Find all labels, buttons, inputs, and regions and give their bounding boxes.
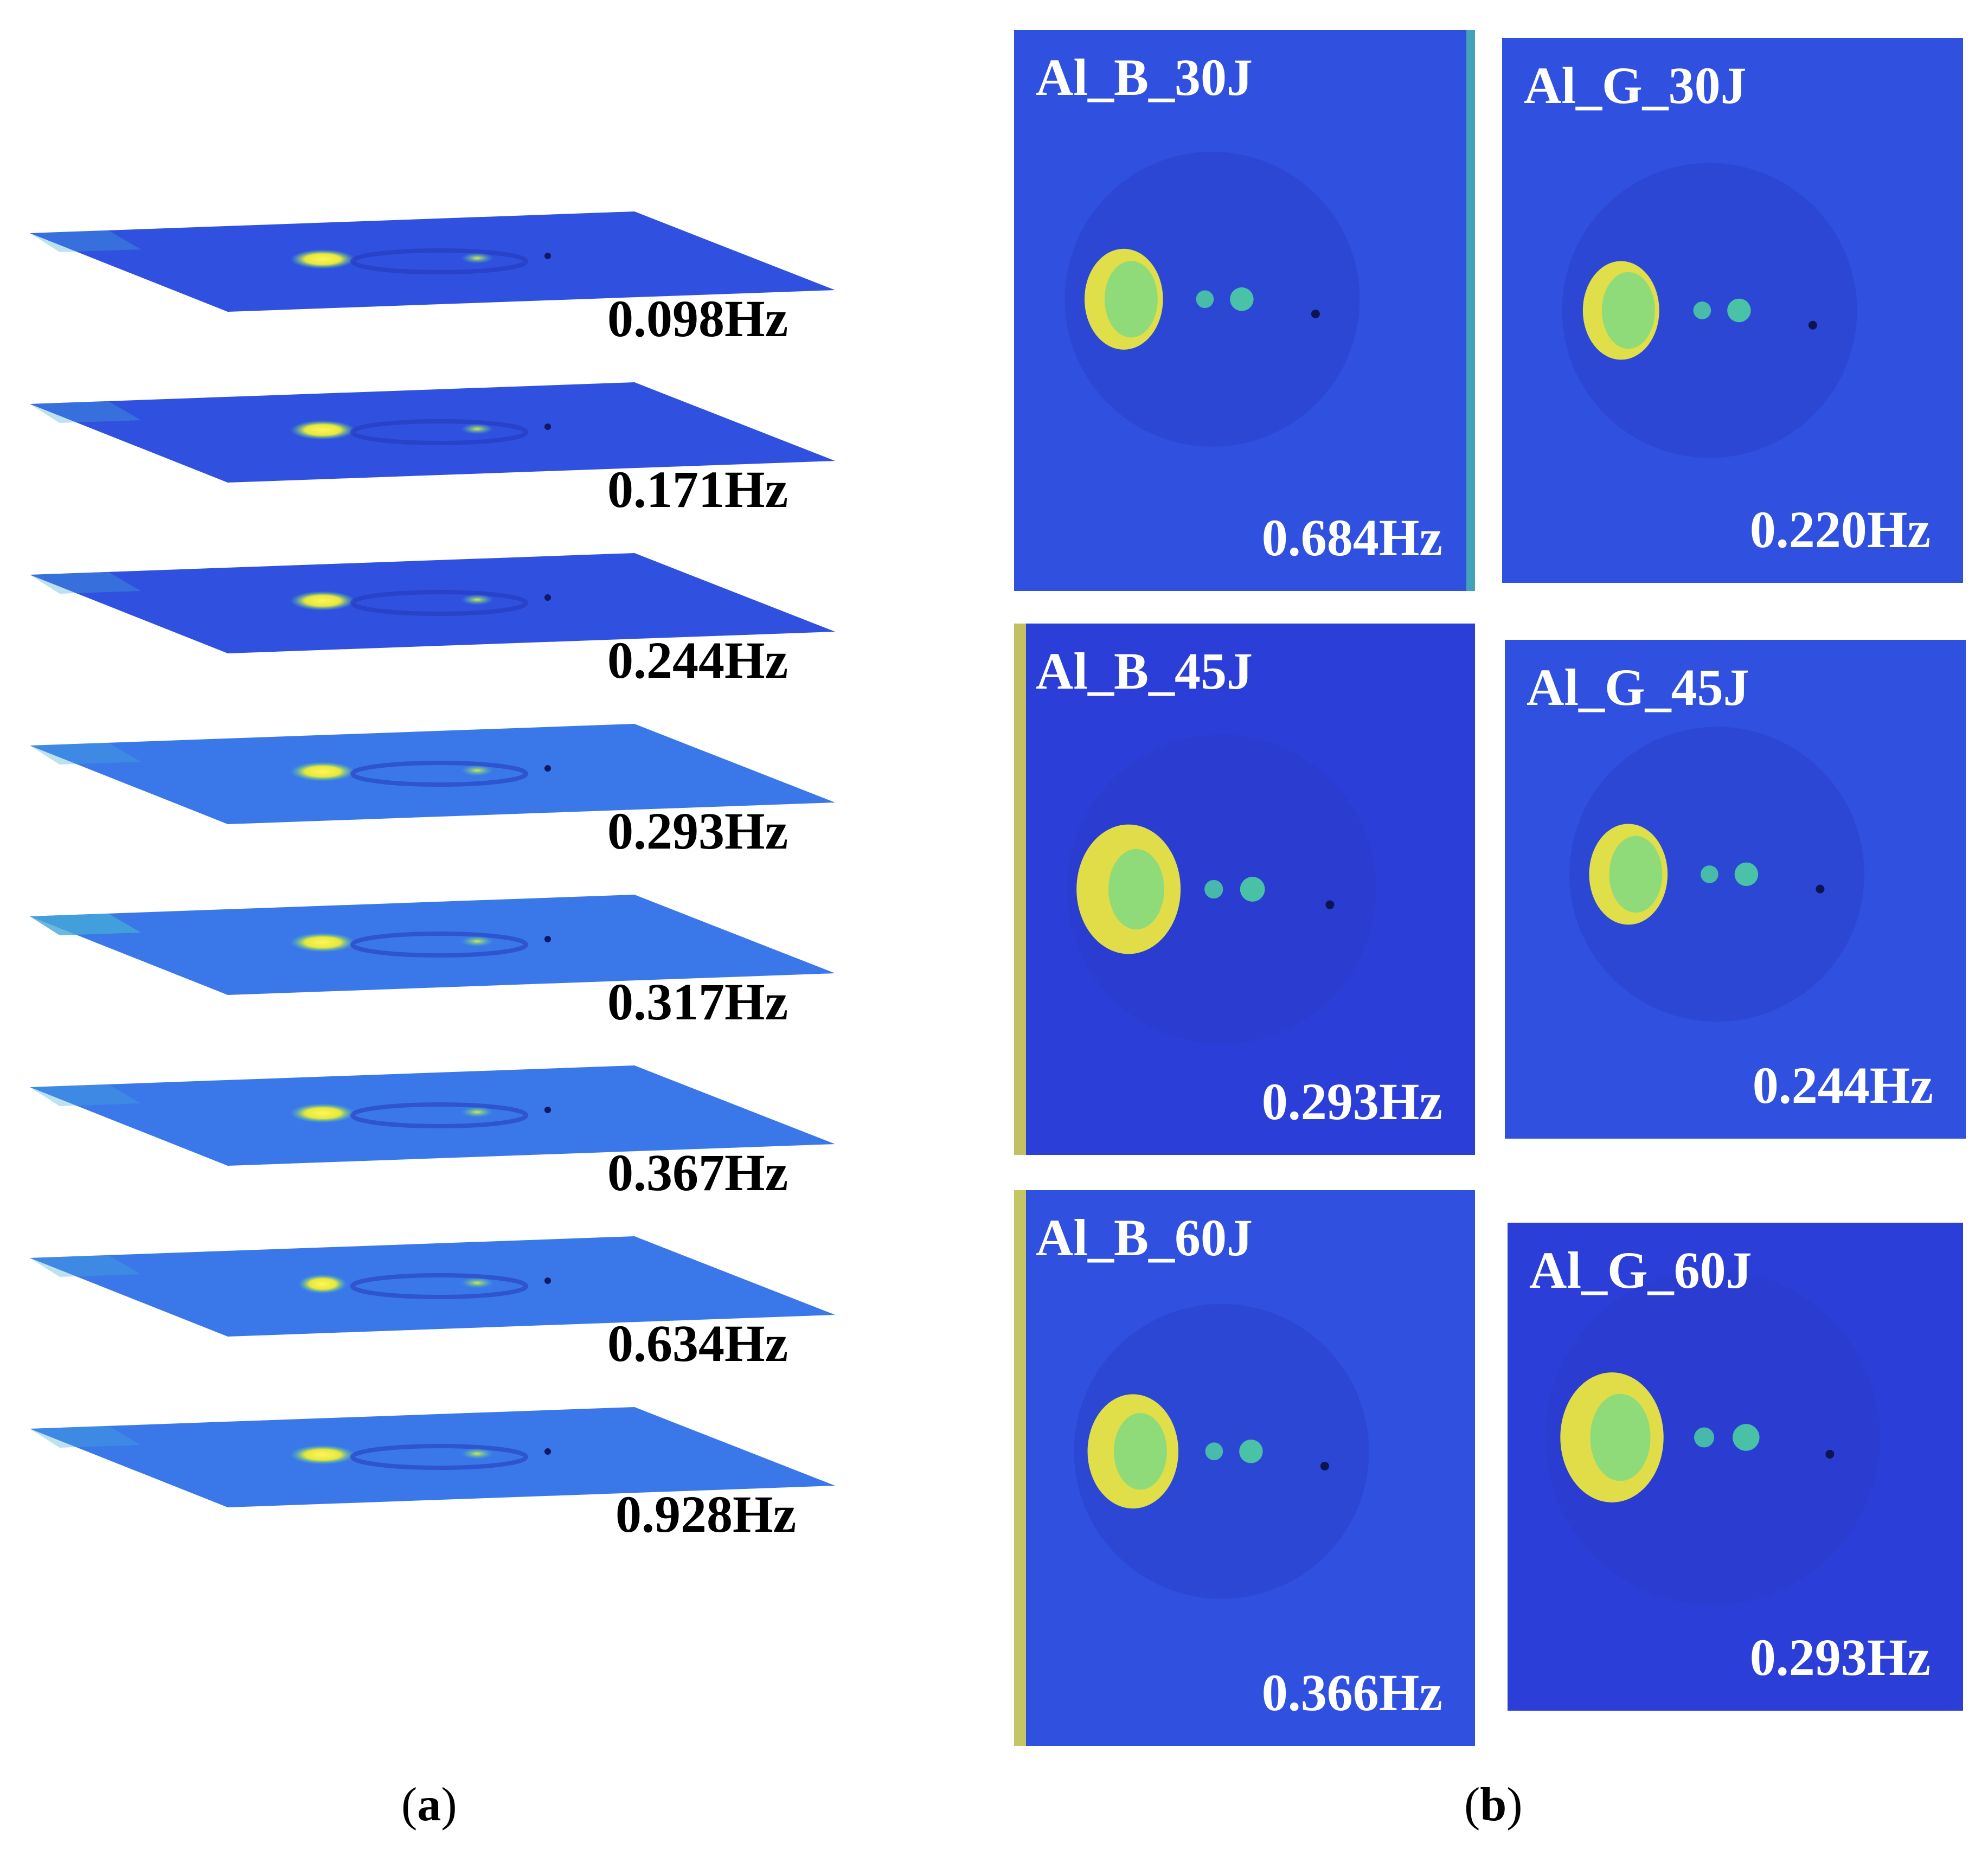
layer-plane (30, 211, 835, 312)
defect-dot (1320, 1461, 1329, 1470)
warm-spot (1727, 298, 1751, 323)
tile-frequency: 0.293Hz (1749, 1628, 1931, 1686)
tile-al-b-30j: Al_B_30J 0.684Hz (1014, 30, 1475, 591)
panel-b-caption-letter: b (1480, 1778, 1507, 1831)
thermal-map-image (1014, 1190, 1475, 1746)
warm-spot (1701, 865, 1718, 883)
warm-spot (1733, 1424, 1760, 1451)
tile-frequency: 0.244Hz (1752, 1056, 1933, 1114)
hot-spot-core (1104, 261, 1158, 338)
layer-plane (30, 553, 835, 653)
panel-a-caption: (a) (401, 1778, 457, 1831)
tile-al-g-60j: Al_G_60J 0.293Hz (1508, 1223, 1963, 1711)
warm-spot (1205, 1442, 1223, 1461)
tile-al-g-30j: Al_G_30J 0.220Hz (1502, 38, 1963, 583)
defect-dot (1808, 320, 1817, 330)
defect-dot (1816, 884, 1825, 894)
plate-edge-glow (1466, 30, 1475, 591)
tile-label: Al_G_60J (1529, 1241, 1752, 1299)
panel-a-caption-letter: a (417, 1778, 441, 1831)
tile-label: Al_B_60J (1036, 1209, 1253, 1267)
tile-frequency: 0.366Hz (1261, 1664, 1442, 1722)
hot-spot-core (1601, 272, 1655, 349)
tile-frequency: 0.220Hz (1749, 500, 1931, 558)
defect-dot (1825, 1449, 1835, 1459)
layer-plane (30, 1236, 835, 1337)
tile-label: Al_B_45J (1036, 642, 1253, 700)
layer-frequency-label: 0.928Hz (615, 1485, 797, 1543)
tile-al-g-45j: Al_G_45J 0.244Hz (1505, 640, 1966, 1139)
layer-frequency-label: 0.317Hz (607, 973, 788, 1031)
layer-plane (30, 382, 835, 483)
hot-spot-core (1590, 1393, 1651, 1481)
thermal-map-image (1502, 38, 1963, 583)
warm-spot (1240, 877, 1265, 902)
layer-frequency-label: 0.634Hz (607, 1314, 788, 1372)
tile-label: Al_B_30J (1036, 48, 1253, 106)
thermal-map-image (1014, 30, 1475, 591)
hot-spot-core (1108, 849, 1164, 930)
hot-spot-core (1609, 836, 1663, 913)
tile-label: Al_G_45J (1527, 658, 1749, 716)
warm-spot (1204, 879, 1223, 899)
layer-frequency-label: 0.171Hz (607, 460, 788, 518)
tile-label: Al_G_30J (1524, 56, 1747, 114)
plate-background (1505, 640, 1966, 1139)
layer-plane (30, 1065, 835, 1166)
defect-dot (1311, 310, 1320, 318)
layer-frequency-label: 0.244Hz (607, 631, 788, 689)
warm-spot (1734, 862, 1759, 887)
layer-plane (30, 895, 835, 995)
plate-edge-glow (1014, 624, 1026, 1155)
layer-frequency-label: 0.293Hz (607, 802, 788, 860)
layer-plane (30, 1407, 835, 1507)
warm-spot (1239, 1439, 1263, 1463)
layer-plane (30, 724, 835, 824)
layer-frequency-label: 0.098Hz (607, 290, 788, 348)
warm-spot (1693, 301, 1711, 319)
thermal-map-image (1505, 640, 1966, 1139)
tile-al-b-45j: Al_B_45J 0.293Hz (1014, 624, 1475, 1155)
hot-spot-core (1113, 1413, 1167, 1490)
tile-frequency: 0.684Hz (1261, 509, 1442, 567)
plate-edge-glow (1014, 1190, 1026, 1746)
warm-spot (1230, 287, 1254, 311)
tile-frequency: 0.293Hz (1261, 1073, 1442, 1131)
warm-spot (1694, 1427, 1715, 1448)
thermal-map-image (1508, 1223, 1963, 1711)
panel-a-layer-stack: 0.098Hz 0.171Hz 0.244Hz 0.293Hz 0.317Hz 0.367… (0, 0, 922, 1856)
warm-spot (1196, 290, 1214, 309)
defect-dot (1325, 900, 1335, 909)
tile-al-b-60j: Al_B_60J 0.366Hz (1014, 1190, 1475, 1746)
layer-frequency-label: 0.367Hz (607, 1144, 788, 1202)
panel-b-caption: (b) (1464, 1778, 1523, 1831)
layer-stack-graphic (30, 211, 835, 1507)
thermal-map-image (1014, 624, 1475, 1155)
